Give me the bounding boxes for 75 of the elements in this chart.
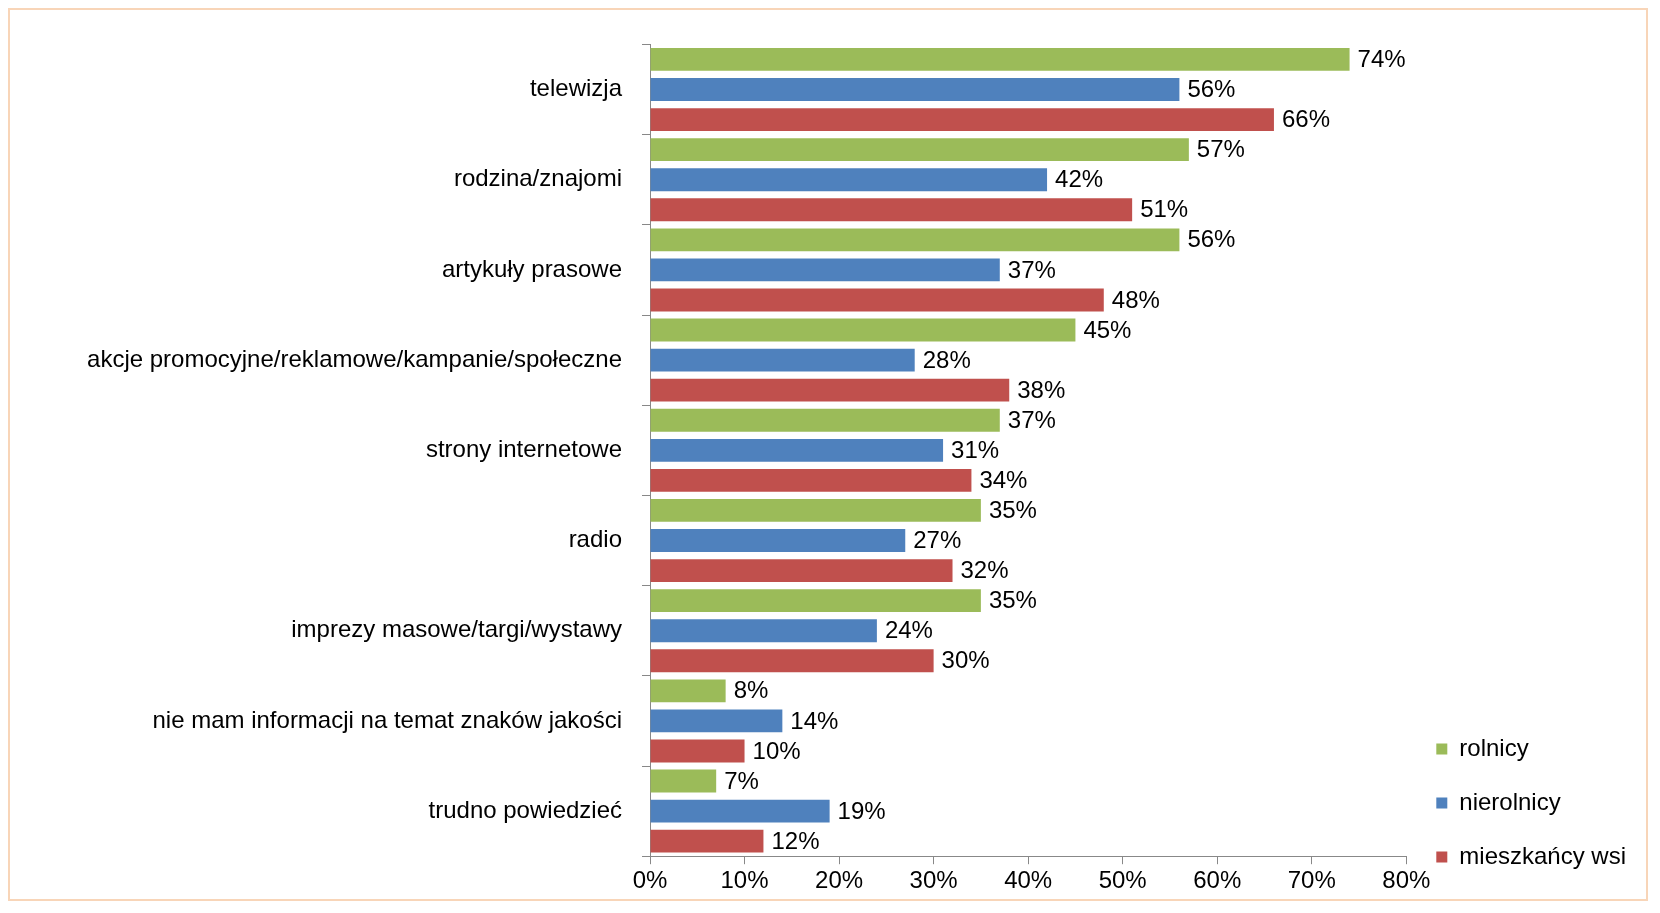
data-label: 51% (1140, 195, 1189, 223)
data-label: 35% (988, 496, 1037, 524)
bar (650, 288, 1104, 312)
x-tick-label: 10% (720, 866, 769, 894)
y-tick-label: artykuły prasowe (441, 254, 622, 282)
data-label: 37% (1007, 405, 1056, 433)
data-label: 37% (1007, 255, 1056, 283)
y-tick-label: trudno powiedzieć (428, 795, 622, 823)
data-label: 31% (951, 435, 1000, 463)
data-label: 30% (941, 646, 990, 674)
data-label: 28% (922, 345, 971, 373)
data-label: 10% (752, 736, 801, 764)
x-tick-label: 60% (1193, 866, 1242, 894)
data-label: 7% (724, 766, 759, 794)
bar (650, 619, 877, 643)
y-tick-label: radio (568, 525, 622, 553)
x-tick-label: 80% (1382, 866, 1431, 894)
data-label: 66% (1281, 105, 1330, 133)
data-label: 56% (1187, 75, 1236, 103)
y-tick-label: rodzina/znajomi (453, 164, 622, 192)
bar (650, 739, 745, 763)
y-tick-label: nie mam informacji na temat znaków jakości (152, 705, 622, 733)
bar (650, 228, 1180, 252)
bar (650, 468, 972, 492)
y-tick-label: telewizja (529, 74, 623, 102)
bar (650, 108, 1274, 131)
data-label: 32% (960, 556, 1009, 584)
bar (650, 408, 1000, 432)
bar (650, 348, 915, 372)
bar (650, 378, 1010, 402)
bar (650, 559, 953, 582)
data-label: 35% (988, 586, 1037, 614)
y-tick-label: akcje promocyjne/reklamowe/kampanie/społeczne (87, 344, 622, 372)
bar (650, 78, 1180, 101)
bar (650, 679, 726, 703)
legend-label: rolnicy (1459, 733, 1529, 761)
data-label: 19% (837, 796, 886, 824)
y-tick-label: imprezy masowe/targi/wystawy (291, 615, 622, 643)
bar (650, 168, 1048, 192)
bar (650, 829, 764, 853)
bar (650, 258, 1000, 282)
x-tick-label: 30% (909, 866, 958, 894)
data-label: 12% (771, 826, 820, 854)
x-tick-label: 50% (1098, 866, 1147, 894)
data-label: 27% (913, 526, 962, 554)
data-label: 14% (790, 706, 839, 734)
x-tick-label: 40% (1004, 866, 1053, 894)
legend-label: mieszkańcy wsi (1459, 841, 1626, 869)
bar (650, 318, 1076, 342)
bar (650, 649, 934, 673)
data-label: 45% (1083, 315, 1132, 343)
bar (650, 799, 830, 823)
bar (650, 499, 981, 522)
bar (650, 709, 783, 733)
bar (650, 138, 1189, 162)
bar (650, 48, 1350, 71)
data-label: 8% (733, 676, 769, 704)
data-label: 24% (884, 616, 933, 644)
bar (650, 529, 906, 552)
data-label: 57% (1196, 135, 1245, 163)
data-label: 74% (1357, 45, 1406, 73)
x-tick-label: 0% (632, 866, 668, 894)
x-tick-label: 20% (815, 866, 864, 894)
bar (650, 438, 944, 462)
x-tick-label: 70% (1287, 866, 1336, 894)
bar (650, 769, 717, 793)
data-label: 34% (979, 465, 1028, 493)
data-label: 38% (1017, 375, 1066, 403)
bar (650, 198, 1133, 222)
data-label: 56% (1187, 225, 1236, 253)
data-label: 48% (1111, 285, 1160, 313)
legend-label: nierolnicy (1459, 787, 1561, 815)
data-label: 42% (1055, 165, 1104, 193)
y-tick-label: strony internetowe (425, 434, 622, 462)
bar (650, 589, 981, 613)
